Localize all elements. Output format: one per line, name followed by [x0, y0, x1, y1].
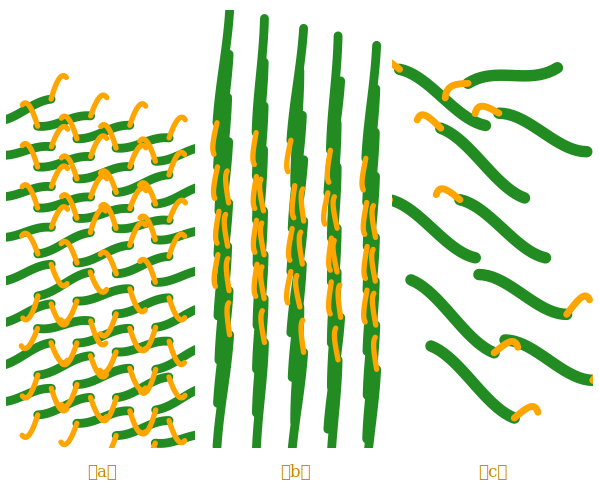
Text: （c）: （c） — [477, 464, 507, 481]
Text: （a）: （a） — [87, 464, 117, 481]
Text: （b）: （b） — [280, 464, 311, 481]
